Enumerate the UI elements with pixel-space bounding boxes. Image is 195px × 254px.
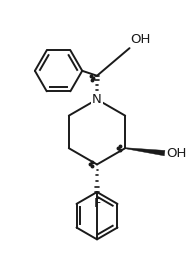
Text: OH: OH [130, 33, 151, 46]
Polygon shape [125, 148, 165, 156]
Text: F: F [93, 197, 101, 210]
Text: OH: OH [167, 147, 187, 160]
Text: N: N [92, 93, 102, 106]
